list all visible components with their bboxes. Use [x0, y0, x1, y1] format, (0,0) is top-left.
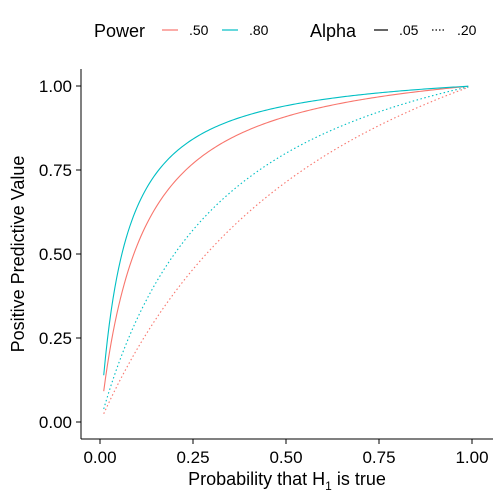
- x-tick-label: 0.00: [83, 448, 116, 467]
- x-axis-title-subscript: 1: [325, 479, 332, 493]
- series-line-power-5-alpha-2: [103, 86, 469, 414]
- legend-label-alpha-20: .20: [457, 22, 477, 38]
- x-axis-title-suffix: is true: [332, 469, 386, 489]
- x-tick-label: 1.00: [455, 448, 488, 467]
- legend-label-alpha-05: .05: [399, 22, 419, 38]
- legend-title-alpha: Alpha: [310, 21, 357, 41]
- legend-title-power: Power: [94, 21, 145, 41]
- y-tick-label: 0.75: [39, 161, 72, 180]
- series-line-power-5-alpha-05: [103, 85, 469, 392]
- y-tick-label: 1.00: [39, 77, 72, 96]
- series-line-power-8-alpha-2: [103, 86, 469, 410]
- y-tick-label: 0.25: [39, 329, 72, 348]
- y-tick-label: 0.00: [39, 413, 72, 432]
- x-tick-label: 0.75: [362, 448, 395, 467]
- legend: Power .50 .80 Alpha .05 .20: [94, 21, 477, 41]
- series-lines: [103, 85, 469, 414]
- legend-label-power-80: .80: [249, 22, 269, 38]
- x-tick-label: 0.50: [269, 448, 302, 467]
- y-tick-label: 0.50: [39, 245, 72, 264]
- x-axis-title: Probability that H1 is true: [188, 469, 386, 493]
- y-axis-title: Positive Predictive Value: [8, 156, 28, 353]
- legend-label-power-50: .50: [189, 22, 209, 38]
- series-line-power-8-alpha-05: [103, 85, 469, 376]
- x-axis-title-main: Probability that H: [188, 469, 325, 489]
- axis-ticks: 0.00 0.25 0.50 0.75 1.00 0.00 0.25 0.50 0.75 1.00: [39, 77, 489, 467]
- x-tick-label: 0.25: [176, 448, 209, 467]
